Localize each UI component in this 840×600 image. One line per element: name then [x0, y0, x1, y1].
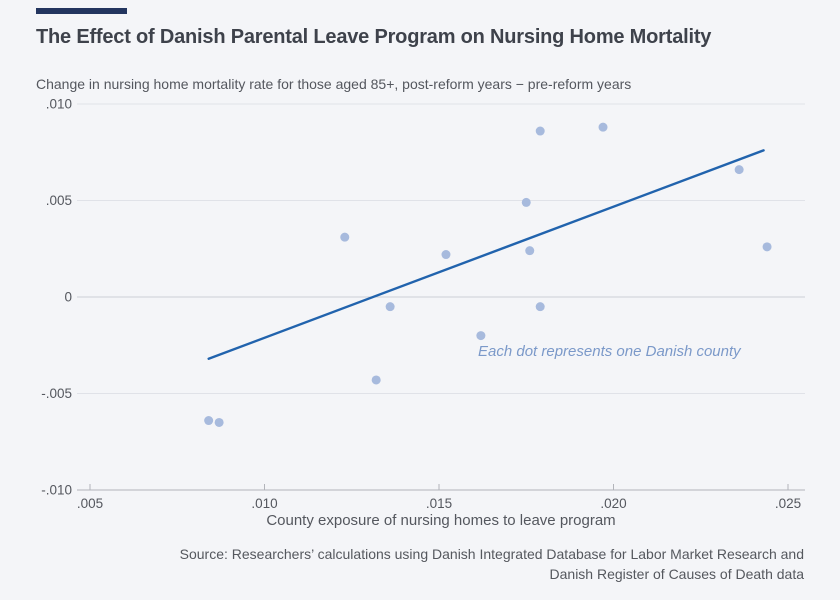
- data-point: [734, 165, 744, 175]
- y-tick-label: 0: [64, 290, 72, 305]
- annotation-label: Each dot represents one Danish county: [478, 343, 741, 360]
- x-tick-label: .025: [775, 496, 801, 511]
- data-point: [535, 126, 545, 136]
- data-point: [340, 232, 350, 242]
- source-line-2: Danish Register of Causes of Death data: [549, 566, 804, 582]
- x-tick-label: .020: [600, 496, 626, 511]
- data-point: [371, 375, 381, 385]
- trend-line: [207, 149, 765, 360]
- x-axis-title: County exposure of nursing homes to leav…: [266, 512, 616, 529]
- data-point: [214, 417, 224, 427]
- data-point: [385, 302, 395, 312]
- x-tick-label: .015: [426, 496, 452, 511]
- y-tick-label: .005: [46, 193, 72, 208]
- data-point: [525, 246, 535, 256]
- data-point: [521, 197, 531, 207]
- data-point: [598, 122, 608, 132]
- x-tick-label: .010: [251, 496, 277, 511]
- y-tick-label: -.010: [41, 483, 72, 498]
- data-point: [204, 416, 214, 426]
- chart-title: The Effect of Danish Parental Leave Prog…: [36, 26, 712, 48]
- y-tick-label: -.005: [41, 386, 72, 401]
- accent-bar: [36, 8, 127, 14]
- y-tick-label: .010: [46, 97, 72, 112]
- data-point: [762, 242, 772, 252]
- data-point: [535, 302, 545, 312]
- x-tick-label: .005: [77, 496, 103, 511]
- data-point: [441, 250, 451, 260]
- source-note: Source: Researchers’ calculations using …: [180, 544, 804, 584]
- chart-subtitle: Change in nursing home mortality rate fo…: [36, 76, 632, 92]
- source-line-1: Source: Researchers’ calculations using …: [179, 546, 804, 562]
- data-point: [476, 331, 486, 341]
